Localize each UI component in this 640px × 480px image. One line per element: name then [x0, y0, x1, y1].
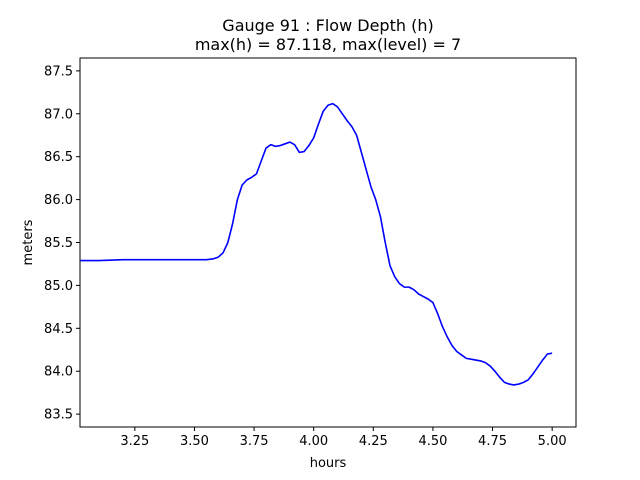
x-tick-label: 5.00 [538, 434, 567, 449]
y-tick-label: 87.5 [44, 64, 73, 79]
x-tick-label: 4.25 [359, 434, 388, 449]
chart-subtitle: max(h) = 87.118, max(level) = 7 [195, 35, 461, 54]
y-axis-label: meters [21, 219, 36, 265]
x-tick-label: 4.50 [418, 434, 447, 449]
y-tick-label: 87.0 [44, 107, 73, 122]
y-tick-label: 86.0 [44, 193, 73, 208]
x-tick-label: 3.50 [180, 434, 209, 449]
x-axis: 3.25 3.50 3.75 4.00 4.25 4.50 4.75 5.00 [120, 427, 567, 449]
plot-background [80, 58, 576, 427]
y-tick-label: 84.0 [44, 365, 73, 380]
chart-title: Gauge 91 : Flow Depth (h) [222, 16, 433, 35]
y-tick-label: 86.5 [44, 150, 73, 165]
y-tick-label: 84.5 [44, 322, 73, 337]
x-tick-label: 3.25 [120, 434, 149, 449]
plot-area [79, 57, 577, 428]
x-tick-label: 3.75 [240, 434, 269, 449]
y-tick-label: 85.5 [44, 236, 73, 251]
y-tick-label: 83.5 [44, 408, 73, 423]
y-axis: 83.5 84.0 84.5 85.0 85.5 86.0 86.5 87.0 87.5 [44, 64, 80, 423]
x-tick-label: 4.00 [299, 434, 328, 449]
series-line [80, 102, 553, 386]
x-tick-label: 4.75 [478, 434, 507, 449]
x-axis-label: hours [310, 456, 347, 471]
y-tick-label: 85.0 [44, 279, 73, 294]
